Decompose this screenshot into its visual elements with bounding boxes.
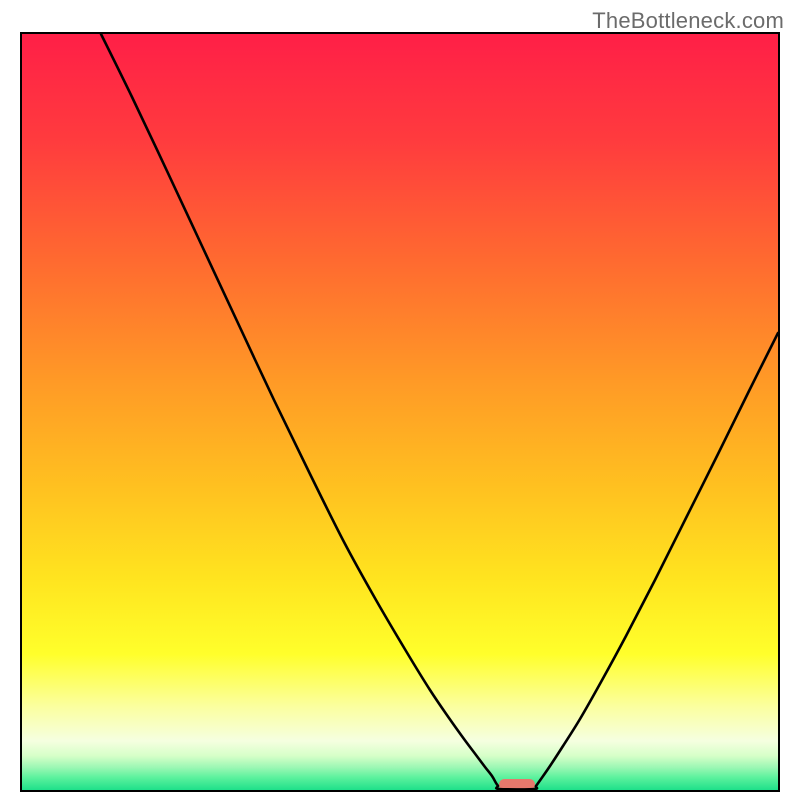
watermark-text: TheBottleneck.com	[592, 8, 784, 34]
bottleneck-curve	[22, 34, 778, 790]
chart-container: TheBottleneck.com	[0, 0, 800, 800]
plot-area	[22, 34, 778, 790]
curve-path	[101, 34, 778, 789]
chart-frame	[20, 32, 780, 792]
